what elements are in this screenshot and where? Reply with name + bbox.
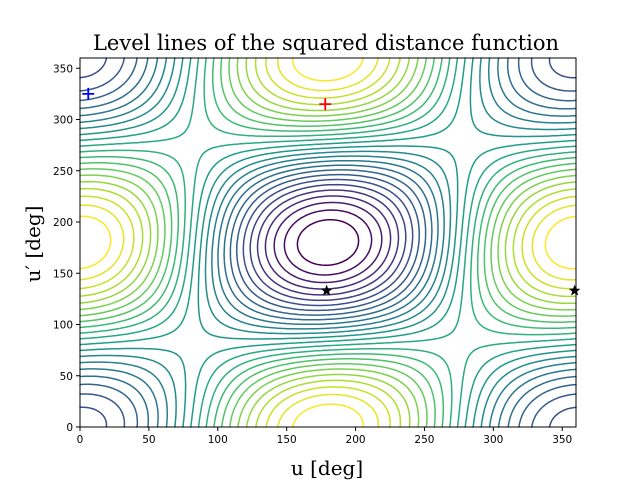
- contour-lines: [79, 57, 577, 428]
- marker-max: [319, 98, 332, 111]
- y-tick-label: 200: [53, 217, 73, 229]
- y-tick-label: 350: [53, 63, 73, 75]
- contour-level-22: [79, 57, 577, 428]
- contour-level-3: [273, 201, 383, 284]
- axis-ticks: 0 50 100 150 200 250 300 350 0 50 100 150 200 250 300 3…: [53, 63, 572, 446]
- contour-level-18: [79, 57, 577, 428]
- contour-level-2: [283, 209, 373, 276]
- contour-level-10: [79, 57, 577, 428]
- marker-min: [82, 87, 95, 100]
- contour-level-19: [79, 57, 577, 428]
- y-tick-label: 250: [53, 166, 73, 178]
- contour-level-15: [79, 57, 577, 428]
- contour-level-8: [79, 57, 577, 428]
- contour-level-14: [79, 57, 577, 428]
- contour-level-24: [79, 57, 577, 428]
- contour-level-23: [79, 57, 577, 428]
- plot-frame: [79, 57, 577, 428]
- y-tick-label: 50: [60, 371, 73, 383]
- contour-level-4: [264, 195, 392, 290]
- contour-level-21: [79, 57, 577, 428]
- markers: [82, 87, 581, 296]
- y-tick-label: 150: [53, 268, 73, 280]
- contour-level-9: [79, 57, 577, 428]
- chart-title: Level lines of the squared distance func…: [93, 31, 559, 55]
- contour-level-13: [79, 57, 577, 428]
- contour-level-6: [249, 183, 407, 302]
- contour-level-17: [79, 57, 577, 428]
- y-tick-label: 100: [53, 320, 73, 332]
- contour-level-1: [296, 218, 360, 267]
- contour-level-12: [79, 57, 577, 428]
- contour-level-26: [79, 57, 577, 428]
- x-tick-label: 150: [277, 434, 297, 446]
- contour-level-5: [256, 189, 400, 296]
- x-tick-label: 300: [483, 434, 503, 446]
- x-tick-label: 100: [208, 434, 228, 446]
- x-tick-label: 200: [346, 434, 366, 446]
- marker-saddle-1: [320, 284, 333, 296]
- contour-level-20: [79, 57, 577, 428]
- x-tick-label: 0: [77, 434, 84, 446]
- x-tick-label: 250: [414, 434, 434, 446]
- y-tick-label: 300: [53, 115, 73, 127]
- y-tick-label: 0: [66, 422, 73, 434]
- marker-saddle-2: [568, 284, 581, 296]
- x-axis-label: u [deg]: [291, 456, 363, 480]
- y-axis-label: u′ [deg]: [21, 206, 45, 283]
- contour-level-11: [79, 57, 577, 428]
- x-tick-label: 50: [142, 434, 155, 446]
- contour-level-25: [79, 57, 577, 428]
- contour-level-7: [79, 57, 577, 428]
- contour-level-16: [79, 57, 577, 428]
- x-tick-label: 350: [552, 434, 572, 446]
